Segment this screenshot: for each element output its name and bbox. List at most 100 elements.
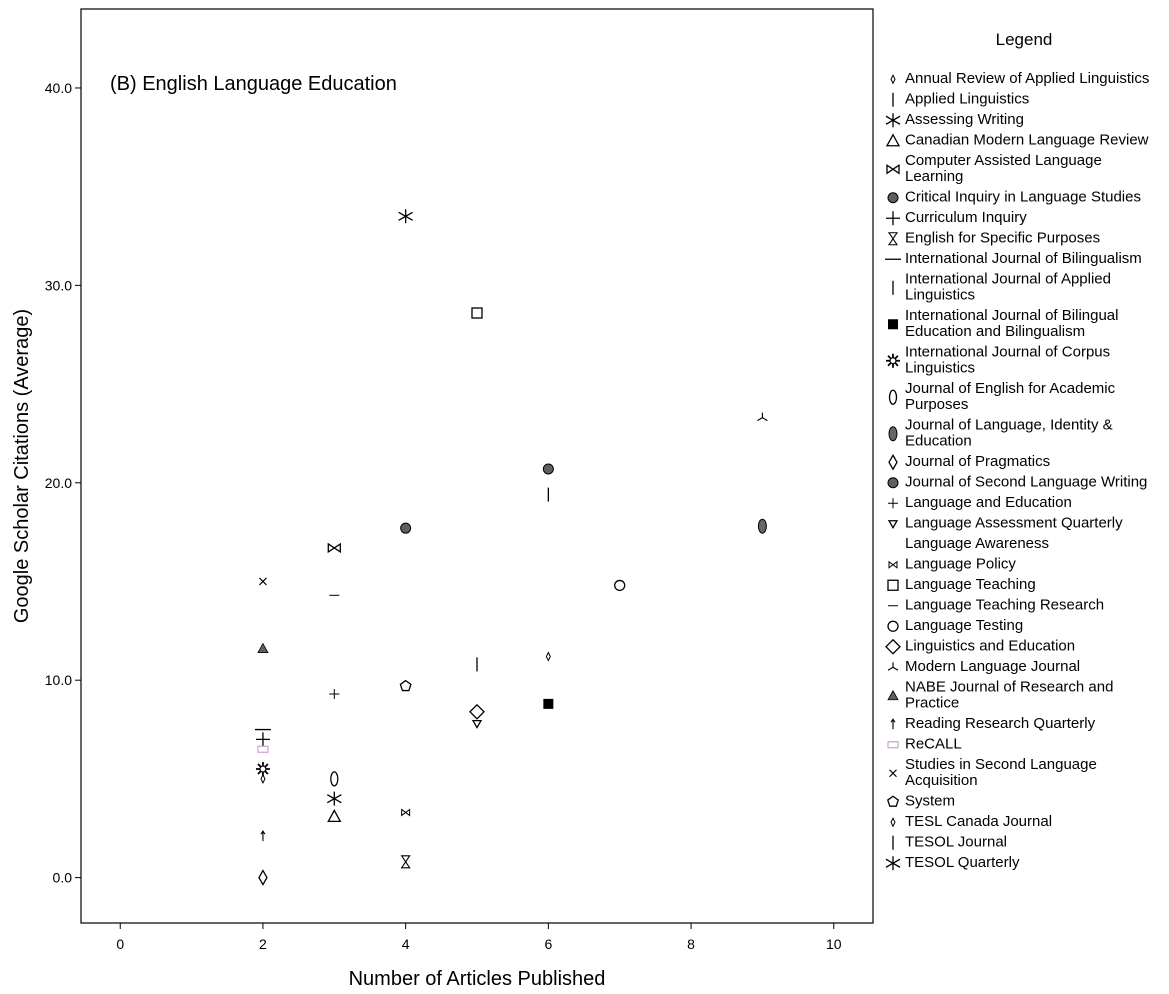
point-recall bbox=[257, 745, 269, 753]
legend-marker-critical-inquiry-in-language-studies bbox=[887, 192, 899, 204]
point-critical-inquiry-in-language-studies bbox=[400, 522, 412, 534]
legend-item-assessing-writing: Assessing Writing bbox=[885, 111, 1024, 128]
legend-label: Linguistics and Education bbox=[905, 638, 1075, 655]
legend-item-journal-of-second-language-writing: Journal of Second Language Writing bbox=[887, 474, 1147, 491]
legend-marker-tesl-canada-journal bbox=[890, 817, 896, 828]
point-international-journal-of-corpus-linguistics bbox=[255, 762, 270, 777]
legend-marker-recall bbox=[887, 741, 899, 749]
point-tesol-quarterly bbox=[398, 209, 413, 224]
legend-marker-annual-review-of-applied-linguistics bbox=[890, 74, 896, 85]
legend-label: System bbox=[905, 793, 955, 810]
legend-label: Language Testing bbox=[905, 617, 1023, 634]
legend-label: Journal of Pragmatics bbox=[905, 453, 1050, 470]
legend-label: International Journal of Bilingualism bbox=[905, 250, 1142, 267]
legend-label: Canadian Modern Language Review bbox=[905, 132, 1149, 149]
legend-item-critical-inquiry-in-language-studies: Critical Inquiry in Language Studies bbox=[887, 189, 1141, 206]
legend-marker-curriculum-inquiry bbox=[886, 211, 900, 226]
legend-label: Computer Assisted Language Learning bbox=[905, 152, 1102, 185]
legend-label: TESOL Quarterly bbox=[905, 854, 1020, 871]
point-journal-of-language-identity-and-education bbox=[757, 518, 767, 534]
legend-label: International Journal of Applied Linguist… bbox=[905, 271, 1111, 304]
point-curriculum-inquiry bbox=[255, 732, 270, 747]
point-language-policy bbox=[401, 808, 411, 817]
legend-marker-international-journal-of-corpus-linguistics bbox=[886, 353, 900, 368]
plot-frame bbox=[80, 8, 874, 924]
legend-title: Legend bbox=[996, 30, 1053, 49]
y-tick-label: 10.0 bbox=[45, 672, 72, 688]
legend-label: Critical Inquiry in Language Studies bbox=[905, 189, 1141, 206]
point-language-teaching bbox=[471, 307, 483, 319]
legend-item-language-testing: Language Testing bbox=[887, 617, 1023, 634]
legend-item-journal-of-english-for-academic-purposes: Journal of English for Academic Purposes bbox=[888, 380, 1116, 413]
legend-label: Journal of English for Academic Purposes bbox=[905, 380, 1116, 413]
legend-item-language-policy: Language Policy bbox=[888, 556, 1016, 573]
point-canadian-modern-language-review bbox=[327, 809, 342, 823]
chart-title: (B) English Language Education bbox=[110, 73, 397, 95]
legend-item-english-for-specific-purposes: English for Specific Purposes bbox=[887, 230, 1100, 247]
legend-label: Annual Review of Applied Linguistics bbox=[905, 70, 1149, 87]
point-language-testing bbox=[614, 579, 626, 592]
legend-item-nabe-journal-of-research-and-practice: NABE Journal of Research and Practice bbox=[887, 679, 1113, 712]
legend-label: International Journal of Bilingual Educat… bbox=[905, 307, 1118, 340]
point-nabe-journal-of-research-and-practice bbox=[257, 642, 269, 654]
legend-item-international-journal-of-bilingualism: International Journal of Bilingualism bbox=[885, 250, 1142, 267]
legend-item-linguistics-and-education: Linguistics and Education bbox=[885, 638, 1075, 655]
legend-item-applied-linguistics: Applied Linguistics bbox=[892, 91, 1029, 108]
legend-item-tesl-canada-journal: TESL Canada Journal bbox=[890, 813, 1052, 830]
legend-marker-assessing-writing bbox=[885, 113, 901, 128]
legend-item-computer-assisted-language-learning: Computer Assisted Language Learning bbox=[886, 152, 1102, 185]
x-axis-label: Number of Articles Published bbox=[349, 968, 606, 990]
legend-marker-english-for-specific-purposes bbox=[887, 232, 899, 246]
legend-label: Assessing Writing bbox=[905, 111, 1024, 128]
legend-label: Curriculum Inquiry bbox=[905, 209, 1027, 226]
y-axis-label: Google Scholar Citations (Average) bbox=[11, 309, 33, 623]
legend-label: Language Teaching Research bbox=[905, 597, 1104, 614]
point-annual-review-of-applied-linguistics bbox=[260, 773, 266, 785]
point-journal-of-second-language-writing bbox=[542, 463, 554, 475]
legend-label: TESOL Journal bbox=[905, 834, 1007, 851]
legend-item-tesol-journal: TESOL Journal bbox=[892, 834, 1007, 851]
legend-label: Journal of Second Language Writing bbox=[905, 474, 1147, 491]
legend-item-language-and-education: Language and Education bbox=[888, 494, 1072, 511]
point-assessing-writing bbox=[326, 791, 342, 806]
legend-item-canadian-modern-language-review: Canadian Modern Language Review bbox=[885, 132, 1149, 149]
x-tick-label: 0 bbox=[116, 936, 124, 952]
x-axis-ticks: 0 2 4 6 8 10 bbox=[116, 923, 842, 952]
point-language-and-education bbox=[329, 689, 340, 700]
legend-marker-linguistics-and-education bbox=[885, 638, 901, 655]
y-tick-label: 20.0 bbox=[45, 475, 72, 491]
legend-marker-studies-in-second-language-acquisition bbox=[889, 769, 897, 778]
point-journal-of-pragmatics bbox=[258, 869, 268, 886]
y-tick-label: 0.0 bbox=[53, 870, 73, 886]
legend-item-language-assessment-quarterly: Language Assessment Quarterly bbox=[887, 515, 1123, 532]
y-tick-label: 30.0 bbox=[45, 277, 72, 293]
point-international-journal-of-bilingual-education-and-bilingualism bbox=[543, 698, 554, 709]
legend-item-language-teaching-research: Language Teaching Research bbox=[888, 597, 1104, 614]
legend-label: Modern Language Journal bbox=[905, 658, 1080, 675]
x-tick-label: 8 bbox=[687, 936, 695, 952]
legend-label: Language Policy bbox=[905, 556, 1016, 573]
y-tick-label: 40.0 bbox=[45, 80, 72, 96]
legend-marker-language-testing bbox=[887, 620, 899, 632]
legend-label: International Journal of Corpus Linguisti… bbox=[905, 344, 1110, 377]
x-tick-label: 10 bbox=[826, 936, 842, 952]
legend-marker-nabe-journal-of-research-and-practice bbox=[887, 689, 899, 701]
legend-item-international-journal-of-bilingual-education-and-bilingualism: International Journal of Bilingual Educat… bbox=[888, 307, 1118, 340]
legend-label: Reading Research Quarterly bbox=[905, 715, 1096, 732]
legend-marker-language-assessment-quarterly bbox=[887, 520, 899, 530]
point-tesl-canada-journal bbox=[545, 651, 551, 662]
x-tick-label: 4 bbox=[402, 936, 410, 952]
point-english-for-specific-purposes bbox=[400, 855, 411, 869]
legend-label: NABE Journal of Research and Practice bbox=[905, 679, 1113, 712]
point-computer-assisted-language-learning bbox=[327, 542, 341, 554]
legend-label: Language and Education bbox=[905, 494, 1072, 511]
x-tick-label: 2 bbox=[259, 936, 267, 952]
legend-marker-modern-language-journal bbox=[887, 662, 899, 671]
legend-item-studies-in-second-language-acquisition: Studies in Second Language Acquisition bbox=[889, 756, 1097, 789]
y-axis-ticks: 0.0 10.0 20.0 30.0 40.0 bbox=[45, 80, 81, 886]
legend-marker-journal-of-second-language-writing bbox=[887, 477, 899, 489]
point-linguistics-and-education bbox=[469, 703, 485, 720]
x-tick-label: 6 bbox=[544, 936, 552, 952]
legend-label: Journal of Language, Identity & Education bbox=[905, 417, 1113, 450]
